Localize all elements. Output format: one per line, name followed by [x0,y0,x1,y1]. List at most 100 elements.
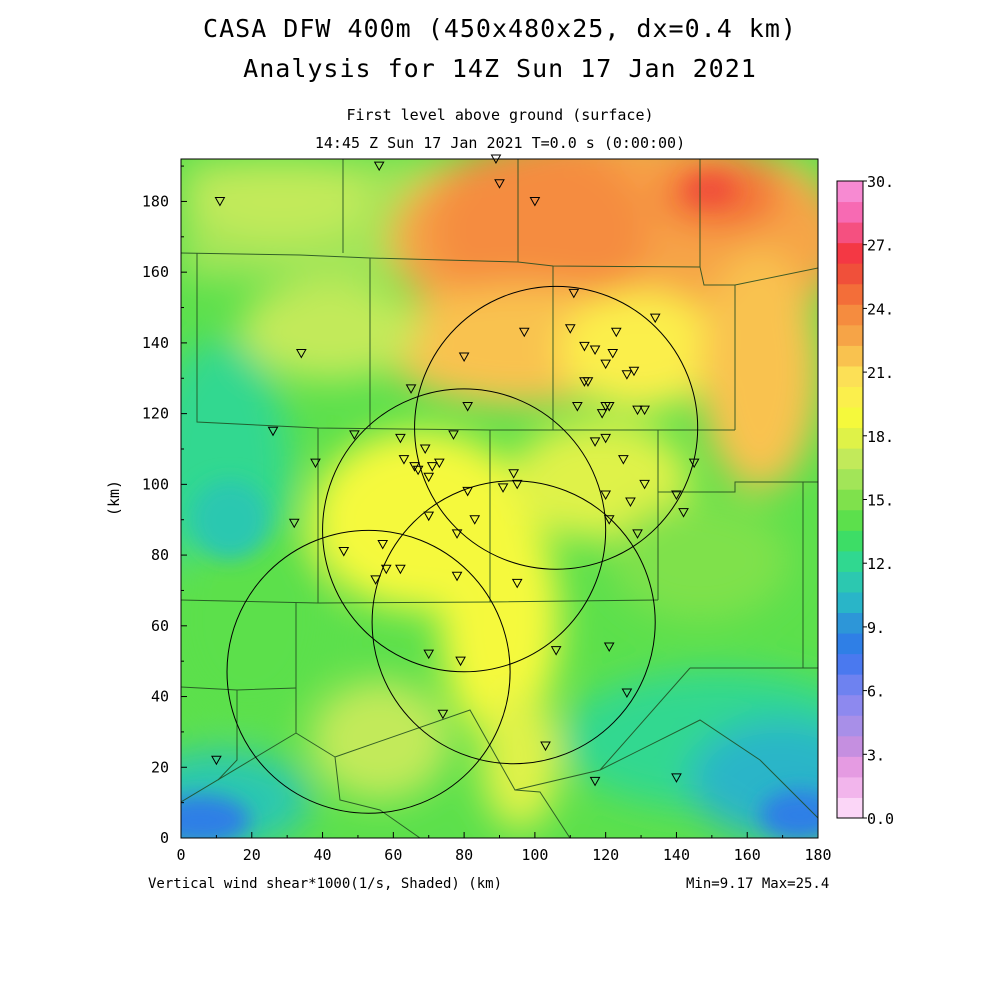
station-marker [426,462,438,472]
station-marker [458,352,470,363]
station-marker [572,402,583,412]
y-tick-label: 120 [142,405,169,423]
x-tick-label: 180 [804,846,831,864]
colorbar-label: 0.0 [867,810,894,828]
colorbar-swatch [837,263,863,285]
station-marker [448,430,459,440]
colorbar-swatch [837,222,863,244]
variable-label: Vertical wind shear*1000(1/s, Shaded) (k… [148,876,503,892]
station-marker [380,564,392,575]
colorbar-label: 24. [867,300,894,318]
colorbar-label: 12. [867,555,894,573]
y-tick-label: 140 [142,334,169,352]
station-marker [497,483,509,493]
x-tick-label: 120 [592,846,619,864]
radar-range-circles [226,285,699,814]
station-marker [632,405,643,416]
station-marker [423,472,435,483]
station-marker [469,515,481,525]
station-marker [579,341,590,352]
y-tick-label: 20 [151,758,169,776]
x-tick-label: 20 [243,846,261,864]
colorbar-swatch [837,571,863,593]
x-axis: 0 20 40 60 80 100 120 140 160 180 [176,832,832,864]
station-marker [639,479,650,490]
x-tick-label: 60 [384,846,402,864]
colorbar-swatch [837,653,863,675]
y-tick-label: 80 [151,546,169,564]
colorbar-swatch [837,776,863,798]
station-marker [310,458,321,469]
station-marker [600,490,612,500]
station-marker [610,327,622,338]
station-marker [462,486,474,497]
x-tick-label: 40 [314,846,332,864]
station-markers [211,154,700,787]
colorbar-swatch [837,694,863,716]
colorbar-swatch [837,324,863,346]
station-marker [288,518,300,529]
station-marker [603,642,615,653]
y-tick-label: 0 [160,829,169,847]
min-max-label: Min=9.17 Max=25.4 [686,876,830,892]
station-marker [649,313,661,324]
shear-field [181,159,818,838]
station-marker [688,458,700,469]
station-marker [625,497,636,508]
station-marker [211,755,222,766]
colorbar-swatch [837,386,863,408]
map-subtitle-time: Analysis for 14Z Sun 17 Jan 2021 [243,54,757,83]
colorbar-swatch [837,489,863,511]
station-marker [433,458,445,469]
colorbar-label: 30. [867,173,894,191]
station-marker [678,508,689,518]
colorbar-swatch [837,407,863,429]
y-tick-label: 180 [142,192,169,210]
station-marker [349,430,360,440]
station-marker [618,455,629,465]
station-marker [589,345,601,355]
station-marker [589,776,601,787]
station-marker [632,529,643,539]
station-marker [455,656,466,667]
colorbar-label: 3. [867,746,885,764]
radar-circle-4 [414,285,699,570]
colorbar-swatch [837,735,863,757]
x-tick-label: 160 [734,846,761,864]
map-title: CASA DFW 400m (450x480x25, dx=0.4 km) [203,14,797,43]
station-marker [398,455,410,465]
station-marker [437,709,449,720]
station-marker [511,578,523,589]
station-marker [267,426,279,437]
colorbar-swatch [837,756,863,778]
colorbar-swatch [837,468,863,490]
station-marker [540,741,551,752]
radar-circle-1 [226,529,511,814]
station-marker [639,405,650,416]
station-marker [462,402,474,412]
station-marker [395,433,406,444]
colorbar-swatch [837,591,863,614]
valid-time-label: 14:45 Z Sun 17 Jan 2021 T=0.0 s (0:00:00… [314,134,686,152]
x-tick-label: 0 [176,846,185,864]
y-axis: 0 20 40 60 80 100 120 140 160 180 [142,165,187,847]
station-marker [405,384,417,394]
station-marker [508,469,520,479]
station-marker [451,529,463,539]
station-marker [451,571,463,582]
colorbar-swatch [837,242,863,264]
colorbar-swatch [837,345,863,367]
station-marker [607,349,619,359]
county-boundaries [181,159,818,838]
station-marker [621,688,633,699]
colorbar-label: 6. [867,683,885,701]
colorbar-swatch [837,201,863,223]
y-tick-label: 160 [142,263,169,281]
colorbar-swatch [837,448,863,470]
colorbar-swatch [837,550,863,572]
station-marker [370,575,381,585]
colorbar-swatch [837,633,863,655]
station-marker [603,402,615,412]
station-marker [671,490,682,500]
